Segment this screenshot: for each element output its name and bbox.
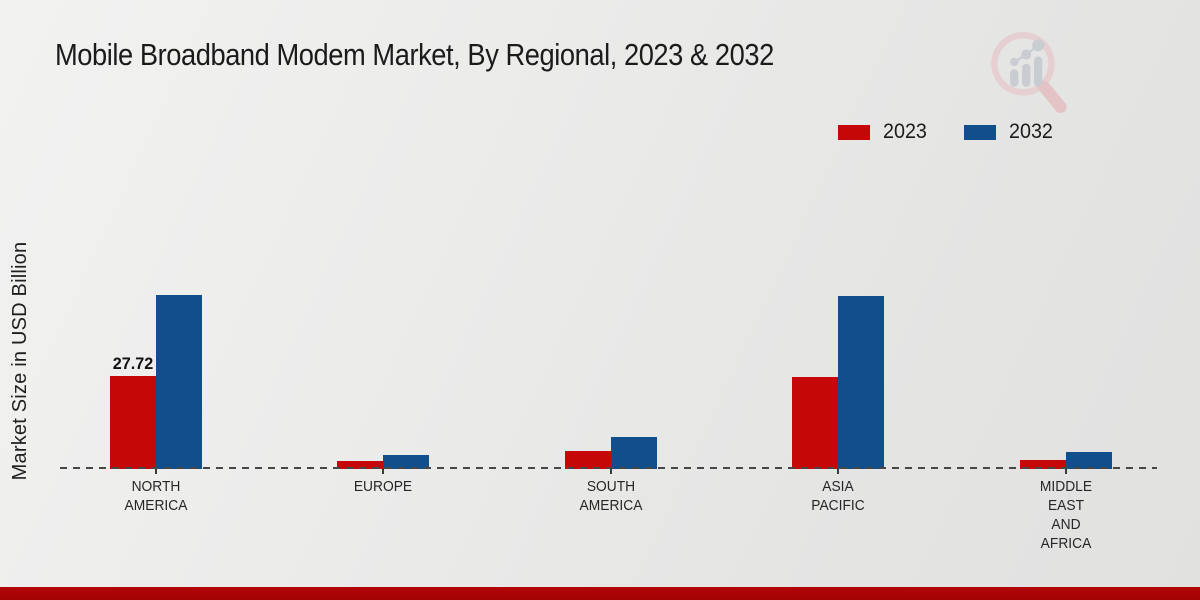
category-label-south-america: SOUTH AMERICA	[579, 477, 642, 515]
category-label-line: NORTH	[131, 478, 180, 495]
market-research-logo	[991, 32, 1067, 114]
legend-swatch-2023	[838, 124, 870, 140]
chart-title: Mobile Broadband Modem Market, By Region…	[55, 37, 774, 72]
category-label-line: MIDDLE	[1039, 478, 1092, 495]
category-label-asia-pacific: ASIA PACIFIC	[811, 477, 864, 515]
bar-2032-asia-pacific	[838, 296, 884, 469]
bar-2032-europe	[383, 455, 429, 469]
category-label-north-america: NORTH AMERICA	[124, 477, 187, 515]
category-label-line: AMERICA	[579, 497, 642, 514]
category-label-line: AMERICA	[124, 497, 187, 514]
bar-2023-south-america	[564, 451, 611, 469]
x-tick-europe	[382, 469, 384, 474]
bar-2023-middle-east-and-africa	[1019, 460, 1066, 469]
bar-growth-icon	[1010, 39, 1045, 87]
x-tick-middle-east-and-africa	[1064, 469, 1067, 474]
bar-2023-asia-pacific	[792, 377, 838, 469]
bar-2032-middle-east-and-africa	[1065, 452, 1112, 469]
legend-label: 2032	[1008, 120, 1053, 143]
category-label-line: SOUTH	[586, 478, 635, 495]
footer-accent-bar	[0, 587, 1200, 600]
zero-baseline	[60, 467, 1157, 469]
bar-2032-south-america	[610, 437, 657, 469]
category-label-line: AFRICA	[1040, 535, 1091, 552]
category-label-europe: EUROPE	[354, 477, 412, 496]
magnifier-icon	[991, 32, 1067, 114]
bar-2032-north-america	[155, 295, 202, 469]
x-tick-asia-pacific	[837, 469, 839, 474]
legend-swatch-2032	[963, 124, 996, 140]
category-label-line: ASIA	[822, 478, 854, 495]
bar-2023-europe	[337, 461, 383, 469]
value-label-2023-north-america: 27.72	[112, 354, 153, 373]
category-label-middle-east-and-africa: MIDDLE EAST AND AFRICA	[1039, 477, 1091, 553]
legend-item-2032: 2032	[963, 120, 1056, 144]
x-tick-north-america	[154, 469, 157, 474]
bar-2023-north-america	[109, 376, 156, 469]
category-label-line: AND	[1050, 516, 1081, 533]
legend-label: 2023	[883, 120, 927, 143]
x-tick-south-america	[609, 469, 612, 474]
category-label-line: PACIFIC	[811, 497, 865, 514]
legend: 2023 2032	[838, 120, 1055, 144]
legend-item-2023: 2023	[838, 120, 930, 144]
category-label-line: EUROPE	[353, 478, 413, 495]
category-label-line: EAST	[1047, 497, 1084, 514]
